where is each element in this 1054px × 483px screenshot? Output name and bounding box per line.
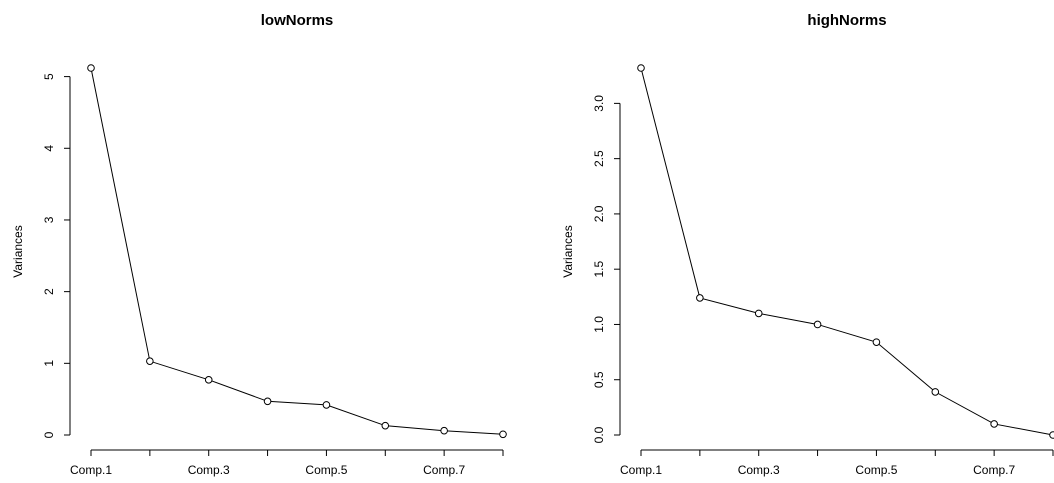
y-axis-label: Variances [561,225,575,277]
y-tick-label: 2 [42,288,56,295]
y-tick-label: 2.5 [592,150,606,167]
data-point [146,357,154,365]
x-tick-label: Comp.1 [70,463,112,477]
x-tick-label: Comp.3 [188,463,230,477]
data-point [637,64,645,72]
data-point [499,430,507,439]
y-axis-label: Variances [11,225,25,277]
data-point [872,338,881,346]
y-tick-label: 1 [42,360,56,367]
data-point [440,426,448,435]
chart-title: highNorms [807,12,886,29]
series-line [640,67,1054,436]
data-point [931,388,940,396]
y-tick-label: 2.0 [592,205,606,222]
x-tick-label: Comp.1 [620,463,662,477]
x-tick-label: Comp.7 [973,463,1015,477]
y-tick-label: 0.0 [592,426,606,443]
x-tick-label: Comp.7 [423,463,465,477]
x-tick-label: Comp.5 [305,463,347,477]
data-point [204,376,213,384]
x-tick-label: Comp.5 [855,463,897,477]
series-line [90,67,504,435]
data-point [87,64,95,72]
y-tick-label: 5 [42,73,56,80]
y-tick-label: 3 [42,216,56,223]
data-point [322,401,331,409]
chart-panel-lowNorms: lowNorms Variances 0 1 2 3 4 5 Comp.1 Comp.3 Comp.… [11,12,507,477]
data-point [990,420,998,428]
chart-panel-highNorms: highNorms Variances 0.0 0.5 1.0 1.5 2.0 2.5 3.0 C… [561,12,1054,477]
y-tick-label: 3.0 [592,95,606,112]
data-point [696,294,704,302]
x-tick-label: Comp.3 [738,463,780,477]
y-tick-label: 0 [42,431,56,438]
data-point [754,309,763,318]
chart-title: lowNorms [261,12,334,29]
data-point [1049,431,1054,439]
y-tick-label: 4 [42,145,56,152]
y-tick-label: 1.0 [592,316,606,333]
data-point [813,320,822,329]
data-point [263,397,272,406]
y-tick-label: 1.5 [592,261,606,278]
data-point [381,421,390,430]
y-tick-label: 0.5 [592,371,606,388]
